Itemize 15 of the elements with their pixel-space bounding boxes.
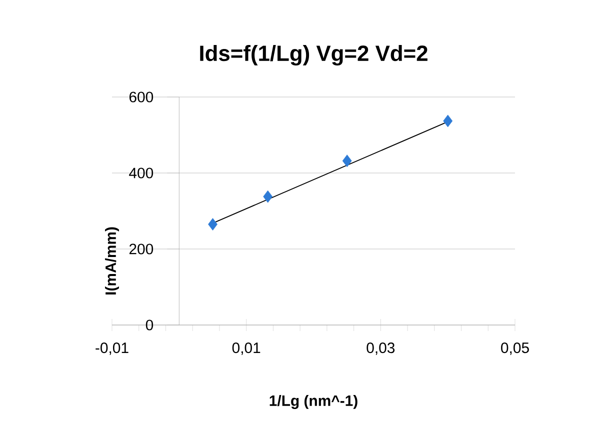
point: [263, 190, 273, 203]
point: [342, 154, 352, 168]
y-axis-title: I(mA/mm): [105, 227, 119, 294]
x-tick-label: -0,01: [96, 342, 128, 355]
y-tick-label: 400: [129, 168, 154, 178]
point: [443, 114, 453, 128]
point: [208, 218, 218, 230]
y-tick-label: 200: [129, 244, 154, 254]
chart-title: Ids=f(1/Lg) Vg=2 Vd=2: [200, 44, 428, 66]
y-tick-label: 0: [146, 320, 154, 330]
x-tick-label: 0,03: [366, 342, 395, 355]
x-tick-label: 0,01: [232, 342, 260, 355]
x-axis-title: 1/Lg (nm^-1): [270, 395, 358, 410]
y-tick-label: 600: [129, 92, 154, 102]
x-tick-label: 0,05: [501, 342, 529, 355]
